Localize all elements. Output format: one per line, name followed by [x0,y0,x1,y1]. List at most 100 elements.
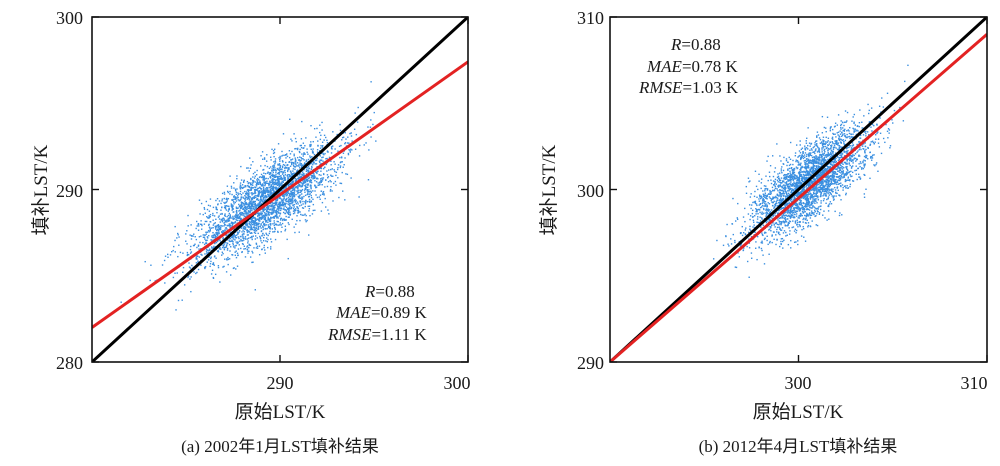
scatter-point [219,228,221,230]
scatter-point [280,224,282,226]
scatter-point [809,152,811,154]
scatter-point [254,189,256,191]
scatter-point [784,205,787,207]
scatter-point [226,185,229,187]
scatter-point [225,197,228,200]
scatter-point [815,155,817,157]
scatter-point [788,227,790,229]
scatter-point [248,246,250,249]
scatter-point [273,176,275,178]
scatter-point [793,181,795,183]
scatter-point [263,244,266,247]
scatter-point [257,213,260,215]
scatter-point [216,233,218,235]
scatter-point [813,192,816,195]
scatter-point [863,166,866,168]
scatter-point [279,212,281,214]
scatter-point [254,202,257,205]
scatter-point [269,195,271,198]
scatter-point [287,190,289,193]
scatter-point [268,225,271,228]
scatter-point [262,158,264,160]
scatter-point [881,97,883,99]
scatter-point [756,235,759,238]
scatter-point [316,157,318,160]
scatter-point [294,166,296,168]
scatter-point [296,191,299,193]
scatter-point [847,150,849,152]
scatter-point [292,210,295,212]
scatter-point [272,211,274,213]
scatter-point [762,199,765,202]
scatter-point [291,187,294,189]
scatter-point [780,238,783,240]
scatter-point [265,213,268,215]
scatter-point [177,232,179,235]
scatter-point [257,218,259,220]
scatter-point [244,226,247,228]
scatter-point [265,240,267,242]
scatter-point [789,163,792,166]
scatter-point [777,186,780,188]
scatter-point [201,254,203,256]
scatter-point [752,226,754,228]
scatter-point [244,203,247,205]
scatter-point [274,160,276,162]
scatter-point [268,183,271,185]
scatter-point [247,234,249,236]
scatter-point [271,217,273,219]
scatter-point [320,178,322,180]
scatter-point [750,193,752,195]
scatter-point [818,186,820,189]
scatter-point [260,218,262,220]
scatter-point [190,276,192,278]
scatter-point [176,272,178,274]
scatter-point [842,177,844,179]
scatter-point [791,173,794,175]
scatter-point [263,223,265,225]
scatter-point [223,191,226,194]
scatter-point [326,139,328,142]
scatter-point [265,232,267,235]
scatter-point [233,234,236,236]
scatter-point [793,198,795,200]
scatter-point [796,221,799,224]
scatter-point [245,207,247,210]
scatter-point [229,193,231,195]
scatter-point [217,266,220,269]
scatter-point [852,136,855,138]
scatter-point [291,150,293,153]
scatter-point [250,177,252,180]
scatter-point [237,236,239,238]
scatter-point [850,145,852,147]
scatter-point [217,224,220,227]
scatter-point [310,179,313,182]
scatter-point [255,222,257,225]
scatter-point [835,136,837,138]
scatter-point [798,150,801,152]
scatter-point [795,144,798,146]
scatter-point [197,245,200,247]
scatter-point [831,137,833,140]
scatter-point [272,175,274,177]
stats-a: R=0.88 MAE=0.89 K RMSE=1.11 K [327,282,428,344]
scatter-point [834,152,837,154]
scatter-point [281,222,284,225]
scatter-point [258,193,260,195]
scatter-point [249,211,252,213]
scatter-point [306,186,309,189]
scatter-point [254,194,256,197]
scatter-point [300,166,303,169]
scatter-point [186,254,188,257]
scatter-point [253,203,255,205]
scatter-point [290,159,292,161]
scatter-point [282,208,285,210]
scatter-point [210,227,213,229]
scatter-point [200,235,202,237]
scatter-point [233,222,235,224]
scatter-point [260,224,262,226]
scatter-point [846,168,849,171]
scatter-point [187,225,189,227]
scatter-point [237,207,239,209]
scatter-point [247,182,250,185]
